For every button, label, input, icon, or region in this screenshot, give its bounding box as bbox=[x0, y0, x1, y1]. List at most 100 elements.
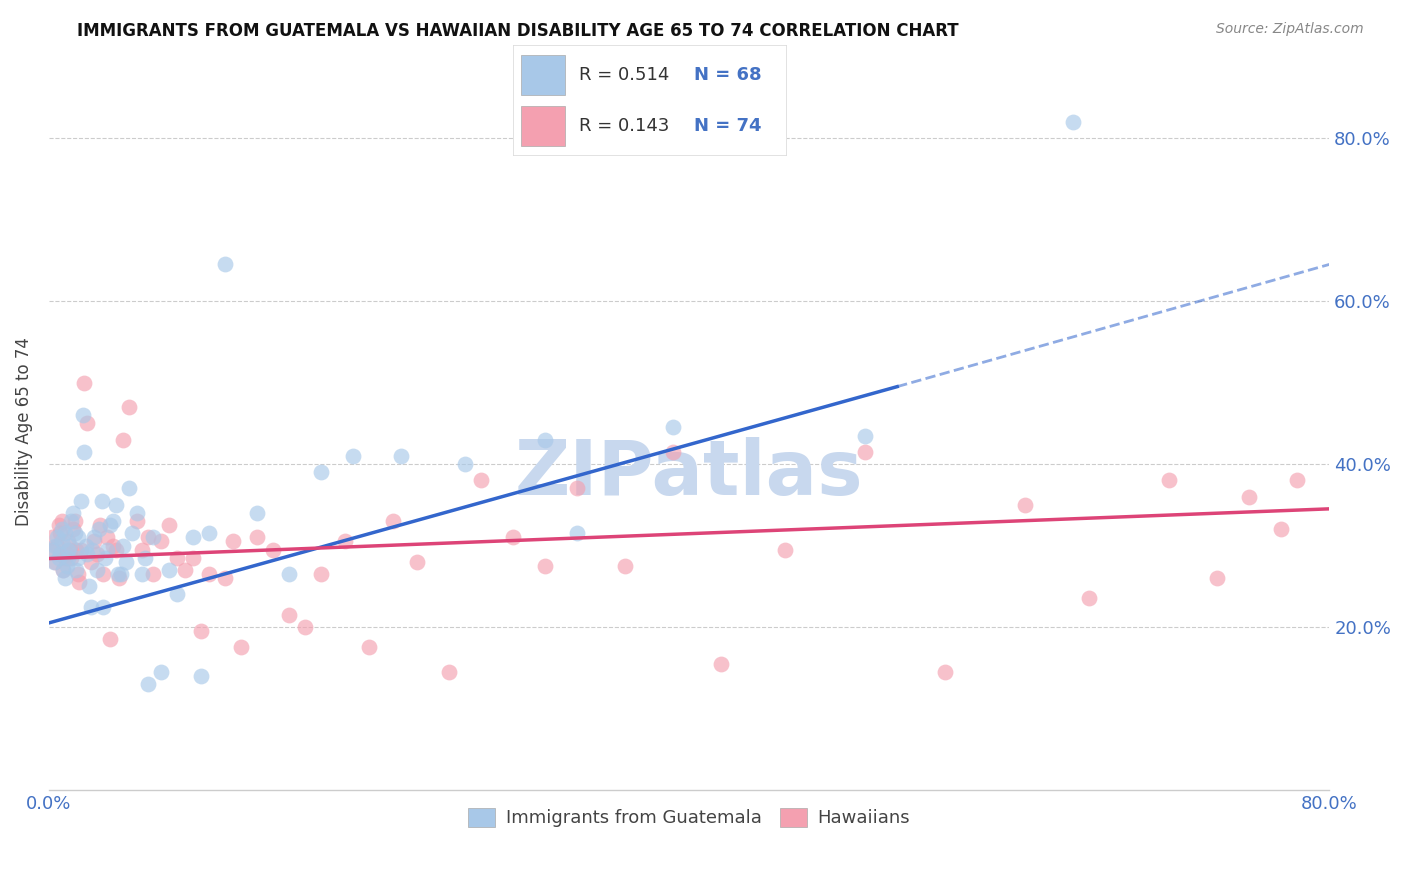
Point bbox=[142, 567, 165, 582]
Point bbox=[214, 257, 236, 271]
Point bbox=[83, 534, 105, 549]
Point bbox=[60, 550, 83, 565]
Point bbox=[357, 640, 380, 655]
Point bbox=[246, 506, 269, 520]
Point bbox=[48, 518, 70, 533]
Point bbox=[46, 539, 69, 553]
Point bbox=[65, 542, 87, 557]
Point bbox=[157, 563, 180, 577]
Point bbox=[76, 547, 98, 561]
Point bbox=[389, 449, 412, 463]
Point bbox=[198, 567, 221, 582]
Point bbox=[94, 550, 117, 565]
Point bbox=[309, 465, 332, 479]
FancyBboxPatch shape bbox=[513, 45, 787, 156]
Point bbox=[98, 632, 121, 647]
Point bbox=[406, 555, 429, 569]
Point bbox=[214, 571, 236, 585]
Point bbox=[66, 567, 89, 582]
Point bbox=[136, 677, 159, 691]
Point bbox=[105, 498, 128, 512]
Point bbox=[333, 534, 356, 549]
Point bbox=[1206, 571, 1229, 585]
Point bbox=[60, 514, 83, 528]
Point bbox=[166, 587, 188, 601]
Point bbox=[44, 555, 66, 569]
Point bbox=[59, 542, 82, 557]
Point bbox=[342, 449, 364, 463]
FancyBboxPatch shape bbox=[522, 54, 565, 95]
Point bbox=[111, 539, 134, 553]
Point bbox=[111, 433, 134, 447]
Point bbox=[134, 550, 156, 565]
Point bbox=[63, 526, 86, 541]
Point bbox=[70, 542, 93, 557]
Text: N = 68: N = 68 bbox=[695, 66, 762, 84]
Point bbox=[87, 522, 110, 536]
Point bbox=[125, 514, 148, 528]
Point bbox=[136, 530, 159, 544]
Point bbox=[107, 567, 129, 582]
Point bbox=[150, 665, 173, 679]
Text: R = 0.514: R = 0.514 bbox=[579, 66, 669, 84]
Point bbox=[75, 539, 97, 553]
Point bbox=[662, 445, 685, 459]
Point bbox=[662, 420, 685, 434]
Text: ZIPatlas: ZIPatlas bbox=[515, 437, 863, 511]
Point bbox=[382, 514, 405, 528]
Point bbox=[1014, 498, 1036, 512]
Point bbox=[52, 563, 75, 577]
Point bbox=[114, 555, 136, 569]
Point bbox=[934, 665, 956, 679]
Point bbox=[309, 567, 332, 582]
FancyBboxPatch shape bbox=[522, 106, 565, 146]
Point bbox=[79, 555, 101, 569]
Point bbox=[101, 514, 124, 528]
Point bbox=[55, 558, 77, 573]
Point bbox=[157, 518, 180, 533]
Point bbox=[222, 534, 245, 549]
Point bbox=[174, 563, 197, 577]
Point bbox=[96, 530, 118, 544]
Point bbox=[470, 473, 492, 487]
Point bbox=[118, 400, 141, 414]
Point bbox=[41, 542, 63, 557]
Point bbox=[534, 558, 557, 573]
Point bbox=[56, 550, 79, 565]
Point bbox=[66, 530, 89, 544]
Point bbox=[105, 542, 128, 557]
Point bbox=[86, 563, 108, 577]
Point bbox=[86, 547, 108, 561]
Point bbox=[166, 550, 188, 565]
Point bbox=[1239, 490, 1261, 504]
Point bbox=[59, 539, 82, 553]
Point bbox=[142, 530, 165, 544]
Point bbox=[262, 542, 284, 557]
Point bbox=[53, 550, 76, 565]
Point bbox=[198, 526, 221, 541]
Point bbox=[93, 599, 115, 614]
Point bbox=[1270, 522, 1292, 536]
Point bbox=[93, 567, 115, 582]
Point bbox=[565, 526, 588, 541]
Point bbox=[46, 530, 69, 544]
Point bbox=[454, 457, 477, 471]
Point bbox=[56, 542, 79, 557]
Point bbox=[49, 526, 72, 541]
Point bbox=[1078, 591, 1101, 606]
Point bbox=[246, 530, 269, 544]
Point bbox=[1062, 115, 1084, 129]
Point bbox=[131, 567, 153, 582]
Point bbox=[710, 657, 733, 671]
Point bbox=[70, 493, 93, 508]
Point bbox=[502, 530, 524, 544]
Point bbox=[44, 539, 66, 553]
Text: Source: ZipAtlas.com: Source: ZipAtlas.com bbox=[1216, 22, 1364, 37]
Point bbox=[51, 534, 73, 549]
Point bbox=[42, 555, 65, 569]
Point bbox=[52, 563, 75, 577]
Point bbox=[534, 433, 557, 447]
Text: N = 74: N = 74 bbox=[695, 117, 762, 135]
Point bbox=[77, 579, 100, 593]
Point bbox=[121, 526, 143, 541]
